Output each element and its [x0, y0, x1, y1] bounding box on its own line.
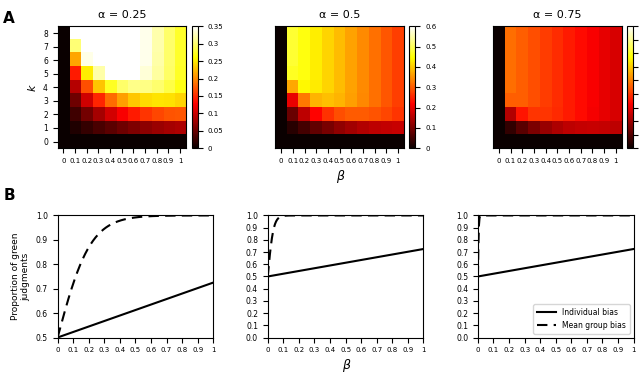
Mean group bias [474, 274, 482, 279]
Title: α = 0.75: α = 0.75 [533, 10, 582, 20]
Individual bias [149, 302, 157, 306]
Individual bias [395, 251, 403, 256]
X-axis label: β: β [335, 170, 344, 183]
Mean group bias [567, 213, 575, 218]
Individual bias [54, 335, 62, 340]
Individual bias [420, 247, 428, 251]
Mean group bias [567, 213, 575, 218]
Mean group bias [481, 213, 488, 218]
Line: Mean group bias: Mean group bias [478, 216, 634, 276]
Mean group bias [264, 268, 272, 273]
Mean group bias [209, 213, 217, 218]
Individual bias [615, 249, 623, 254]
Mean group bias [54, 333, 62, 338]
Individual bias [264, 274, 272, 279]
Individual bias [630, 247, 637, 251]
Text: A: A [3, 11, 15, 26]
Mean group bias [616, 213, 623, 218]
Mean group bias [420, 213, 428, 218]
Individual bias [405, 249, 413, 254]
Line: Individual bias: Individual bias [268, 249, 424, 276]
Mean group bias [406, 213, 413, 218]
Individual bias [474, 274, 482, 279]
Individual bias [605, 251, 613, 256]
Individual bias [566, 258, 574, 262]
Mean group bias [357, 213, 365, 218]
Individual bias [54, 335, 61, 340]
Individual bias [185, 289, 193, 294]
Mean group bias [570, 213, 577, 218]
Mean group bias [185, 213, 193, 218]
Mean group bias [356, 213, 364, 218]
Individual bias [475, 274, 483, 279]
Mean group bias [54, 335, 61, 340]
X-axis label: β: β [342, 359, 349, 372]
Text: B: B [3, 188, 15, 202]
Mean group bias [149, 214, 157, 218]
Mean group bias [606, 213, 614, 218]
Line: Individual bias: Individual bias [58, 283, 213, 338]
Individual bias [264, 274, 271, 279]
Mean group bias [475, 241, 483, 245]
Title: α = 0.5: α = 0.5 [319, 10, 360, 20]
Legend: Individual bias, Mean group bias: Individual bias, Mean group bias [533, 304, 630, 334]
Individual bias [146, 303, 154, 307]
Mean group bias [264, 274, 271, 279]
Individual bias [359, 257, 367, 262]
Mean group bias [360, 213, 367, 218]
Individual bias [195, 285, 202, 290]
Individual bias [356, 258, 364, 262]
Individual bias [356, 258, 364, 262]
Individual bias [567, 258, 575, 262]
Mean group bias [147, 214, 154, 219]
Mean group bias [303, 213, 310, 218]
Line: Mean group bias: Mean group bias [58, 216, 213, 338]
Individual bias [209, 280, 217, 285]
Mean group bias [396, 213, 403, 218]
Title: α = 0.25: α = 0.25 [97, 10, 146, 20]
Mean group bias [630, 213, 637, 218]
Mean group bias [195, 213, 202, 218]
Individual bias [147, 303, 154, 307]
Line: Individual bias: Individual bias [478, 249, 634, 276]
Y-axis label: Proportion of green
judgments: Proportion of green judgments [11, 233, 30, 320]
Y-axis label: k: k [28, 84, 38, 90]
Mean group bias [146, 214, 154, 219]
Line: Mean group bias: Mean group bias [268, 216, 424, 276]
Individual bias [570, 257, 577, 262]
